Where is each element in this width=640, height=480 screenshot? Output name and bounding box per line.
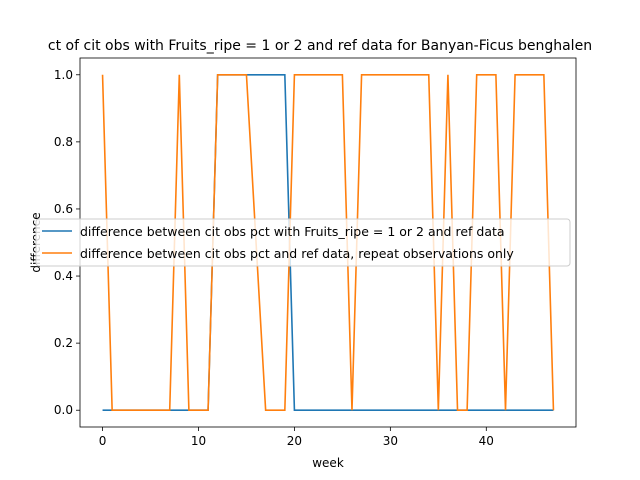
- y-tick-label: 0.0: [54, 403, 73, 417]
- x-tick-label: 20: [287, 434, 302, 448]
- x-axis-label: week: [312, 456, 344, 470]
- y-tick-label: 0.2: [54, 336, 73, 350]
- series-layer: [101, 73, 555, 412]
- series-line-2: [101, 73, 555, 412]
- y-tick-label: 0.8: [54, 135, 73, 149]
- legend-label-series-1: difference between cit obs pct with Frui…: [80, 224, 505, 239]
- legend-box: [35, 218, 571, 267]
- x-tick-label: 40: [479, 434, 494, 448]
- y-tick-label: 0.4: [54, 269, 73, 283]
- chart-title: ct of cit obs with Fruits_ripe = 1 or 2 …: [48, 38, 592, 54]
- series-line-1: [102, 73, 554, 412]
- legend: difference between cit obs pct with Frui…: [35, 218, 571, 267]
- legend-label-series-2: difference between cit obs pct and ref d…: [80, 246, 514, 261]
- x-tick-label: 30: [383, 434, 398, 448]
- x-axis-ticks: 0 10 20 30 40: [99, 427, 494, 448]
- y-tick-label: 0.6: [54, 202, 73, 216]
- y-tick-label: 1.0: [54, 68, 73, 82]
- x-tick-label: 10: [191, 434, 206, 448]
- x-tick-label: 0: [99, 434, 107, 448]
- y-axis-ticks: 0.0 0.2 0.4 0.6 0.8 1.0: [54, 68, 80, 417]
